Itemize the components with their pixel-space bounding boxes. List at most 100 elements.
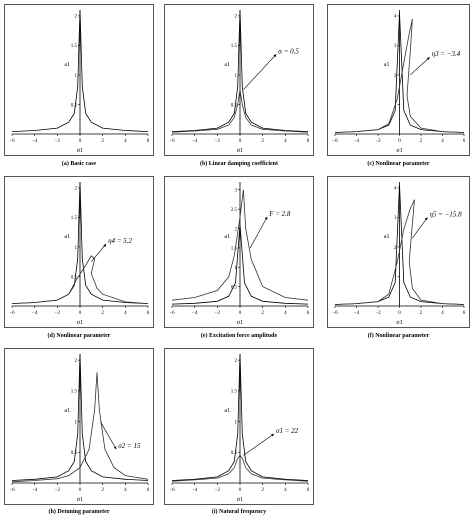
y-axis-label: a1 <box>224 62 230 68</box>
chart-caption: (a) Basic case <box>61 161 97 167</box>
annotation-label: η5 = −15.8 <box>429 210 462 218</box>
y-axis-label: a1 <box>384 234 390 240</box>
chart-panel-f: −6 −4 −2 0 2 4 6 1 2 3 4 σ1 a1 η5 = −15.8 (f) Nonline… <box>327 176 470 344</box>
x-tick-label: 2 <box>261 488 264 493</box>
annotation-arrow <box>410 57 430 76</box>
y-tick-label: 1.5 <box>71 44 78 49</box>
x-tick-label: −6 <box>9 488 15 493</box>
y-tick-label: 2 <box>235 227 238 232</box>
x-tick-label: −2 <box>55 488 61 493</box>
annotation-arrowhead <box>264 216 268 220</box>
annotation-arrow <box>243 433 275 456</box>
y-axis-label: a1 <box>64 62 70 68</box>
y-tick-label: 1 <box>75 420 78 425</box>
y-tick-label: 1.5 <box>231 247 238 252</box>
x-tick-label: 2 <box>261 139 264 144</box>
chart-caption: (i) Natural frequency <box>211 509 267 515</box>
chart-svg: −6 −4 −2 0 2 4 6 0.5 1 1.5 2 2.5 3 σ1 a1 F = 2.8 <box>169 182 310 326</box>
x-tick-label: −2 <box>55 311 61 316</box>
chart-svg: −6 −4 −2 0 2 4 6 0.5 1 1.5 2 σ1 a1 α = 0.5 <box>169 9 310 154</box>
chart-svg: −6 −4 −2 0 2 4 6 0.5 1 1.5 2 σ1 a1 <box>9 9 150 154</box>
x-tick-label: 6 <box>307 311 310 316</box>
x-tick-label: −2 <box>375 311 381 316</box>
annotation-arrowhead <box>273 54 277 58</box>
x-tick-label: −2 <box>215 488 221 493</box>
chart-panel-b: −6 −4 −2 0 2 4 6 0.5 1 1.5 2 σ1 a1 α = 0.5 (b) Linear… <box>164 4 314 172</box>
y-tick-label: 0.5 <box>71 451 78 456</box>
x-tick-label: −4 <box>32 311 38 316</box>
y-tick-label: 1.5 <box>71 390 78 395</box>
x-tick-label: 2 <box>420 139 423 144</box>
chart-caption: (d) Nonlinear parameter <box>47 333 111 339</box>
chart-panel-e: −6 −4 −2 0 2 4 6 0.5 1 1.5 2 2.5 3 σ1 a1 F = 2.8 (e) Ex… <box>164 176 314 344</box>
x-tick-label: 6 <box>147 488 150 493</box>
x-tick-label: −6 <box>332 139 338 144</box>
x-tick-label: 6 <box>307 139 310 144</box>
x-tick-label: 4 <box>124 311 127 316</box>
x-tick-label: −4 <box>32 139 38 144</box>
series-line <box>171 353 309 481</box>
x-tick-label: 4 <box>441 139 444 144</box>
chart-svg: −6 −4 −2 0 2 4 6 0.5 1 1.5 2 σ1 a1 σ1 = 22 <box>169 353 310 503</box>
y-tick-label: 3 <box>394 216 397 221</box>
x-tick-label: −2 <box>375 139 381 144</box>
chart-svg: −6 −4 −2 0 2 4 6 0.5 1 1.5 2 σ1 a1 σ2 = 15 <box>9 353 150 503</box>
x-tick-label: −6 <box>169 311 175 316</box>
y-tick-label: 1.5 <box>71 216 78 221</box>
series-line <box>11 255 149 304</box>
x-tick-label: 0 <box>398 139 401 144</box>
y-tick-label: 1 <box>235 420 238 425</box>
y-tick-label: 0.5 <box>231 103 238 108</box>
series-line <box>11 353 149 481</box>
x-tick-label: 0 <box>79 311 82 316</box>
x-tick-label: −4 <box>354 311 360 316</box>
y-axis-label: a1 <box>384 62 390 68</box>
y-tick-label: 4 <box>394 15 397 20</box>
annotation-arrowhead <box>113 446 117 450</box>
chart-panel-a: −6 −4 −2 0 2 4 6 0.5 1 1.5 2 σ1 a1 (a) Basic case <box>4 4 154 172</box>
annotation-arrow <box>249 216 268 249</box>
series-line <box>171 89 309 133</box>
y-tick-label: 1 <box>75 74 78 79</box>
series-line <box>171 454 309 482</box>
x-tick-label: 0 <box>239 488 242 493</box>
y-tick-label: 0.5 <box>231 451 238 456</box>
x-axis-label: σ1 <box>77 497 83 503</box>
annotation-arrowhead <box>426 57 430 61</box>
series-line <box>171 189 309 301</box>
y-tick-label: 2 <box>235 359 238 364</box>
chart-panel-c: −6 −4 −2 0 2 4 6 1 2 3 4 σ1 a1 η3 = −3.4 (c) Nonlinea… <box>327 4 470 172</box>
y-tick-label: 1 <box>235 74 238 79</box>
annotation-label: F = 2.8 <box>268 210 291 218</box>
x-tick-label: 6 <box>463 311 466 316</box>
annotation-label: σ1 = 22 <box>276 427 299 435</box>
x-axis-label: σ1 <box>237 148 243 154</box>
x-tick-label: 4 <box>124 488 127 493</box>
x-axis-label: σ1 <box>237 497 243 503</box>
y-axis-label: a1 <box>64 234 70 240</box>
y-tick-label: 0.5 <box>71 275 78 280</box>
x-tick-label: −6 <box>9 139 15 144</box>
series-line <box>171 9 309 132</box>
y-tick-label: 4 <box>394 187 397 192</box>
y-tick-label: 1.5 <box>231 44 238 49</box>
x-tick-label: −2 <box>55 139 61 144</box>
chart-panel-h: −6 −4 −2 0 2 4 6 0.5 1 1.5 2 σ1 a1 σ2 = 15 (h) Detuni… <box>4 348 154 520</box>
x-tick-label: 2 <box>420 311 423 316</box>
x-tick-label: 0 <box>239 139 242 144</box>
annotation-label: η4 = 5.2 <box>108 237 132 245</box>
x-tick-label: −4 <box>192 139 198 144</box>
x-tick-label: 0 <box>239 311 242 316</box>
annotation-arrow <box>243 54 277 90</box>
chart-caption: (b) Linear damping coefficient <box>199 161 279 167</box>
annotation-label: η3 = −3.4 <box>432 50 461 58</box>
x-axis-label: σ1 <box>237 320 243 326</box>
y-tick-label: 1.5 <box>231 390 238 395</box>
series-line <box>334 18 465 133</box>
series-line <box>11 9 149 132</box>
x-tick-label: −6 <box>169 488 175 493</box>
y-tick-label: 0.5 <box>71 103 78 108</box>
y-tick-label: 2 <box>75 359 78 364</box>
